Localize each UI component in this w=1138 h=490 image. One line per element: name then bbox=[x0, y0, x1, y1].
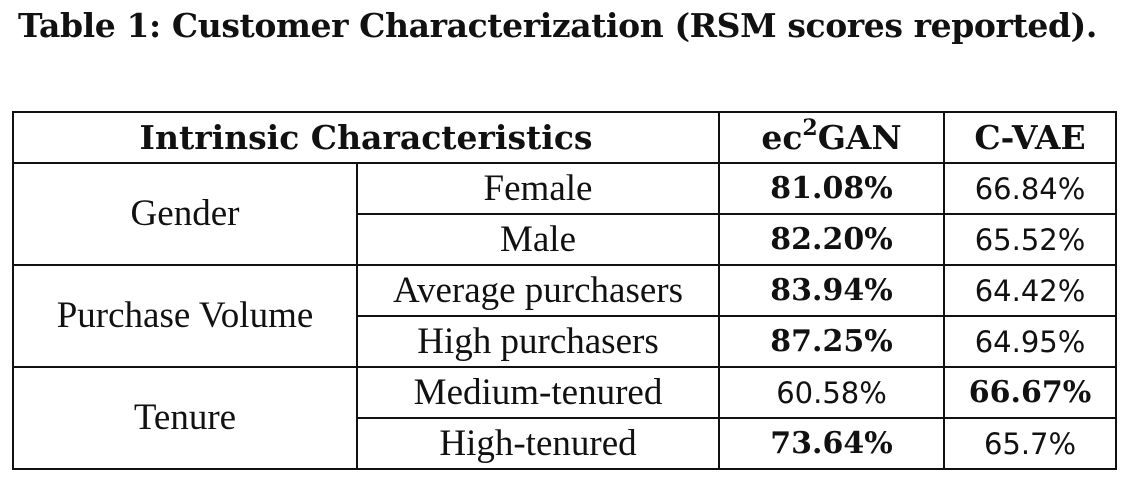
table-row: Purchase Volume Average purchasers 83.94… bbox=[12, 264, 1118, 368]
header-ec2gan-sup: 2 bbox=[802, 114, 818, 141]
group-label-gender: Gender bbox=[12, 162, 358, 266]
results-table: Intrinsic Characteristics ec2GAN C-VAE G… bbox=[11, 111, 1118, 470]
ec2gan-score: 81.08% bbox=[718, 162, 946, 215]
sub-label: Average purchasers bbox=[355, 264, 721, 317]
group-label-tenure: Tenure bbox=[12, 366, 358, 470]
table-row: High-tenured 73.64% 65.7% bbox=[13, 417, 1118, 470]
sub-label: Female bbox=[355, 162, 721, 215]
table-row: Male 82.20% 65.52% bbox=[13, 213, 1118, 266]
sub-label: High-tenured bbox=[355, 417, 721, 470]
ec2gan-score: 73.64% bbox=[718, 417, 946, 470]
header-ec2gan-prefix: ec bbox=[761, 117, 803, 157]
table-row: High purchasers 87.25% 64.95% bbox=[13, 315, 1118, 368]
header-ec2gan-suffix: GAN bbox=[817, 117, 902, 157]
cvae-score: 66.84% bbox=[943, 162, 1118, 215]
ec2gan-score: 87.25% bbox=[718, 315, 946, 368]
group-label-purchase-volume: Purchase Volume bbox=[12, 264, 358, 368]
table-caption: Table 1: Customer Characterization (RSM … bbox=[18, 6, 1097, 45]
header-cvae: C-VAE bbox=[943, 111, 1118, 164]
ec2gan-score: 82.20% bbox=[718, 213, 946, 266]
table-row: Gender Female 81.08% 66.84% bbox=[12, 162, 1118, 266]
header-ec2gan: ec2GAN bbox=[718, 111, 946, 164]
table-row: Tenure Medium-tenured 60.58% 66.67% bbox=[12, 366, 1118, 470]
cvae-score: 65.52% bbox=[943, 213, 1118, 266]
cvae-score: 64.42% bbox=[943, 264, 1118, 317]
cvae-score: 65.7% bbox=[943, 417, 1118, 470]
header-characteristics: Intrinsic Characteristics bbox=[11, 111, 721, 164]
cvae-score: 64.95% bbox=[943, 315, 1118, 368]
sub-label: High purchasers bbox=[355, 315, 721, 368]
sub-label: Male bbox=[355, 213, 721, 266]
ec2gan-score: 60.58% bbox=[718, 366, 946, 419]
header-row: Intrinsic Characteristics ec2GAN C-VAE bbox=[11, 111, 1118, 164]
sub-label: Medium-tenured bbox=[355, 366, 721, 419]
ec2gan-score: 83.94% bbox=[718, 264, 946, 317]
cvae-score: 66.67% bbox=[943, 366, 1118, 419]
